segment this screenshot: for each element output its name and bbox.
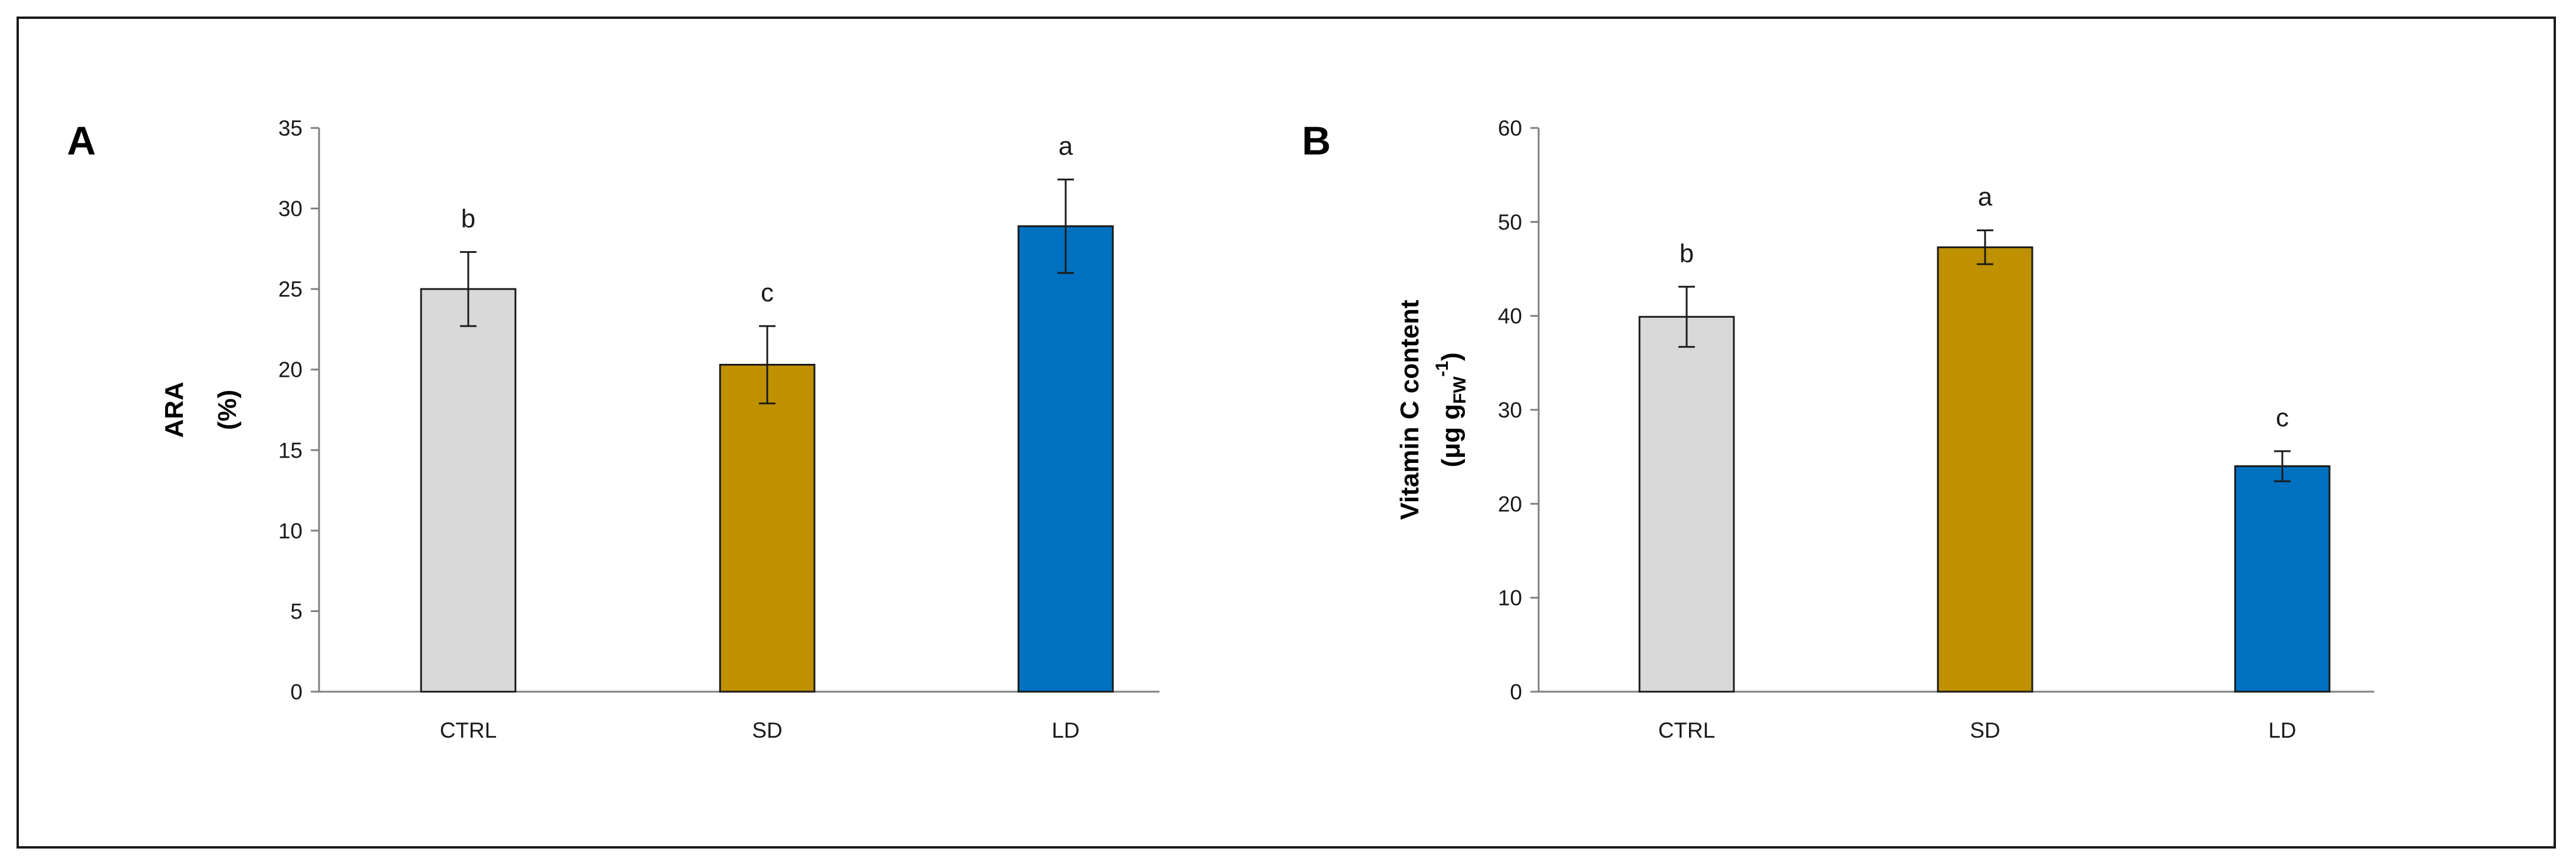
category-label: LD (2268, 718, 2296, 742)
y-axis-unit-text: (μg g (1437, 404, 1466, 468)
figure-frame (17, 17, 2556, 849)
y-tick-label: 30 (1498, 398, 1522, 422)
y-tick-label: 30 (278, 197, 303, 221)
bar-ctrl (420, 288, 517, 693)
significance-letter: a (1059, 131, 1073, 160)
significance-letter: c (761, 278, 774, 307)
y-axis-unit: (%) (213, 390, 242, 430)
y-tick-label: 0 (290, 680, 303, 704)
category-label: LD (1052, 718, 1079, 742)
y-tick-label: 60 (1498, 116, 1522, 140)
y-tick-label: 10 (278, 519, 303, 543)
category-label: CTRL (1658, 718, 1716, 742)
y-tick-label: 25 (278, 277, 303, 301)
y-axis-unit-subscript: FW (1450, 376, 1470, 404)
category-label: SD (1970, 718, 2000, 742)
y-tick-label: 0 (1510, 680, 1522, 704)
significance-letter: b (1680, 239, 1694, 268)
significance-letter: b (461, 204, 475, 233)
y-axis-title: ARA (160, 382, 189, 438)
significance-letter: c (2276, 403, 2289, 432)
significance-letter: a (1978, 183, 1993, 212)
panel-b-chart: B 0 10 20 30 40 50 60 Vitamin C content (μg gFW-1… (1302, 116, 2374, 742)
y-tick-label: 15 (278, 438, 303, 462)
y-axis-unit-close: ) (1437, 353, 1466, 361)
y-tick-label: 50 (1498, 210, 1522, 234)
bar-sd (719, 364, 816, 693)
y-axis-unit-superscript: -1 (1432, 361, 1452, 377)
category-label: CTRL (440, 718, 497, 742)
panel-a-chart: A 0 5 10 15 20 25 30 35 ARA (%) b CTRL c SD a LD (67, 116, 1159, 742)
bar-ld (2234, 465, 2331, 693)
y-tick-label: 20 (278, 358, 303, 382)
y-tick-label: 35 (278, 116, 303, 140)
y-axis-unit: (μg gFW-1) (1432, 353, 1470, 468)
y-tick-label: 5 (290, 599, 303, 623)
bar-sd (1937, 246, 2033, 693)
y-axis-title: Vitamin C content (1395, 300, 1424, 520)
y-tick-label: 20 (1498, 492, 1522, 516)
panel-label: A (67, 119, 96, 163)
y-tick-label: 40 (1498, 304, 1522, 328)
bar-ld (1017, 225, 1114, 693)
category-label: SD (752, 718, 782, 742)
bar-ctrl (1638, 315, 1735, 693)
panel-label: B (1302, 119, 1330, 163)
y-tick-label: 10 (1498, 586, 1522, 610)
